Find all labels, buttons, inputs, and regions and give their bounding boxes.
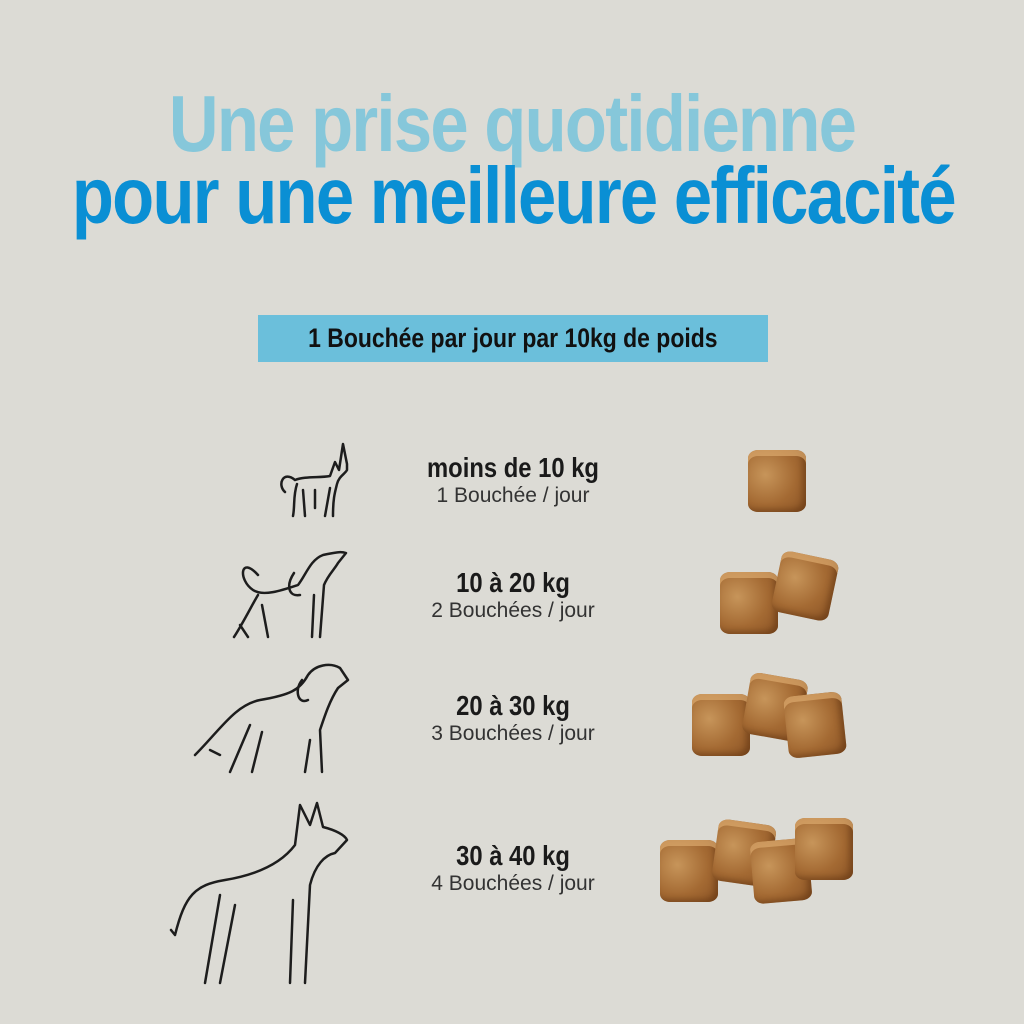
weight-label: 20 à 30 kg [456, 690, 570, 721]
chew-icon [782, 691, 848, 759]
small-dog-icon [280, 442, 349, 518]
chew-icon [720, 572, 778, 634]
title-line-1: Une prise quotidienne [0, 78, 1024, 170]
dose-label: 1 Bouchée / jour [436, 484, 590, 507]
giant-dog-icon [169, 801, 349, 985]
dose-label: 4 Bouchées / jour [431, 872, 595, 895]
weight-label: 10 à 20 kg [456, 567, 570, 598]
title-text-1: Une prise quotidienne [168, 79, 857, 168]
dose-label: 2 Bouchées / jour [431, 599, 595, 622]
chew-icon [770, 549, 840, 623]
chew-icon [748, 450, 806, 512]
medium-dog-icon [232, 550, 348, 639]
chew-icon [795, 818, 853, 880]
title-line-2: pour une meilleure efficacité [0, 150, 1024, 242]
large-dog-icon [193, 663, 350, 774]
weight-label: 30 à 40 kg [456, 840, 570, 871]
chew-icon [692, 694, 750, 756]
dosage-banner: 1 Bouchée par jour par 10kg de poids [258, 315, 768, 362]
title-text-2: pour une meilleure efficacité [71, 151, 957, 240]
chew-icon [660, 840, 718, 902]
weight-label: moins de 10 kg [427, 452, 599, 483]
banner-text: 1 Bouchée par jour par 10kg de poids [308, 323, 718, 353]
dose-label: 3 Bouchées / jour [431, 722, 595, 745]
